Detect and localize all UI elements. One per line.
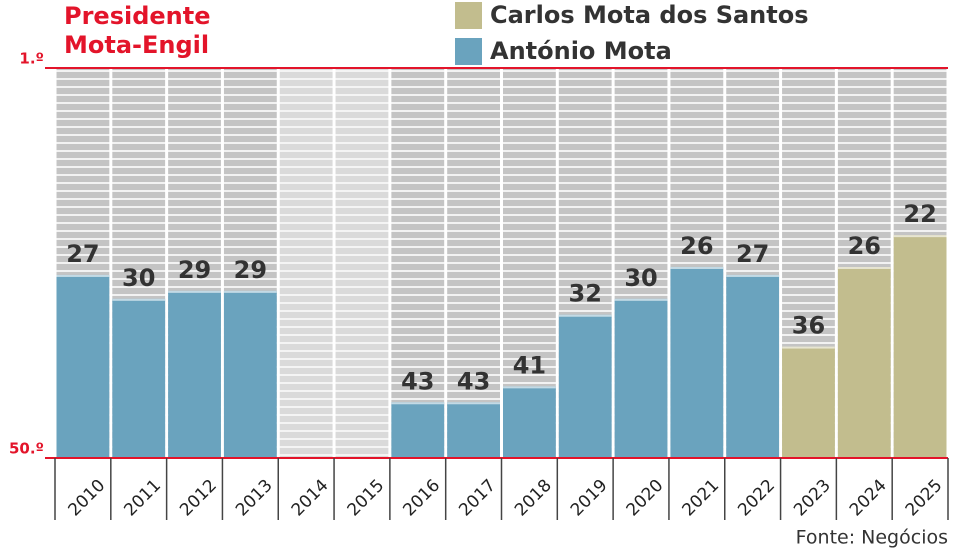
bar	[893, 235, 947, 458]
bar	[223, 290, 277, 458]
data-label: 29	[234, 256, 267, 284]
bar-top	[447, 402, 500, 405]
bar-top	[112, 298, 166, 301]
column-background	[447, 68, 500, 458]
bar-top	[168, 290, 221, 293]
bar-top	[782, 346, 835, 349]
x-tick-label: 2024	[846, 476, 891, 521]
bar-top	[726, 274, 780, 277]
bar-top	[503, 386, 556, 389]
column-background	[335, 68, 389, 458]
x-tick-label: 2020	[623, 476, 668, 521]
x-tick-label: 2017	[455, 476, 500, 521]
data-label: 32	[569, 280, 602, 308]
bar	[726, 274, 780, 458]
bar-top	[670, 266, 724, 269]
bar-top	[614, 298, 668, 301]
x-tick-label: 2011	[120, 476, 165, 521]
column-background	[279, 68, 333, 458]
bar	[782, 346, 835, 458]
bar	[168, 290, 221, 458]
x-tick-label: 2013	[232, 476, 277, 521]
x-tick-label: 2016	[399, 476, 444, 521]
bar	[837, 266, 891, 458]
data-label: 26	[848, 232, 881, 260]
chart-title: Presidente Mota-Engil	[64, 2, 211, 59]
bar	[614, 298, 668, 458]
x-tick-label: 2012	[176, 476, 221, 521]
bar-top	[56, 274, 110, 277]
x-tick-label: 2018	[511, 476, 556, 521]
legend-swatch	[455, 2, 482, 29]
bar	[503, 386, 556, 458]
bar-top	[223, 290, 277, 293]
bar	[391, 402, 445, 458]
legend-label: António Mota	[490, 37, 672, 65]
x-tick-label: 2019	[567, 476, 612, 521]
source: Fonte: Negócios	[796, 527, 948, 549]
legend-swatch	[455, 38, 482, 65]
y-tick-label: 50.º	[9, 440, 44, 458]
bar	[112, 298, 166, 458]
data-label: 27	[66, 240, 99, 268]
data-label: 22	[903, 200, 936, 228]
bar-top	[558, 314, 612, 317]
bar-top	[837, 266, 891, 269]
bar	[56, 274, 110, 458]
data-label: 43	[457, 367, 490, 395]
bar-top	[893, 235, 947, 238]
bar	[558, 314, 612, 458]
bar	[670, 266, 724, 458]
data-label: 27	[736, 240, 769, 268]
bar	[447, 402, 500, 458]
legend-label: Carlos Mota dos Santos	[490, 1, 809, 29]
data-label: 26	[680, 232, 713, 260]
data-label: 30	[122, 264, 155, 292]
data-label: 36	[792, 312, 825, 340]
data-label: 43	[401, 367, 434, 395]
bar-top	[391, 402, 445, 405]
data-label: 30	[624, 264, 657, 292]
x-tick-label: 2022	[734, 476, 779, 521]
data-label: 29	[178, 256, 211, 284]
x-tick-label: 2025	[902, 476, 947, 521]
x-tick-label: 2010	[65, 476, 110, 521]
x-tick-label: 2015	[344, 476, 389, 521]
x-tick-label: 2023	[790, 476, 835, 521]
x-tick-label: 2021	[678, 476, 723, 521]
y-tick-label: 1.º	[19, 50, 44, 68]
column-background	[391, 68, 445, 458]
data-label: 41	[513, 351, 546, 379]
x-tick-label: 2014	[288, 476, 333, 521]
